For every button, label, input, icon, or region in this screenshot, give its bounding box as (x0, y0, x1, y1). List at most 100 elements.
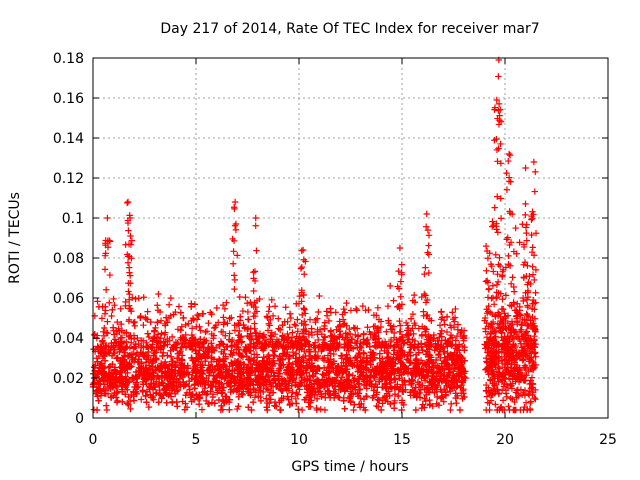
data-point (157, 317, 165, 324)
data-point (271, 375, 278, 382)
data-point (146, 391, 154, 398)
data-point (271, 303, 279, 310)
data-point (231, 276, 239, 284)
data-point (213, 377, 221, 384)
data-point (229, 235, 236, 243)
data-point (425, 388, 432, 396)
data-point (286, 365, 293, 372)
data-point (243, 347, 250, 354)
data-point (205, 348, 213, 355)
data-point (324, 388, 331, 395)
data-point (425, 232, 433, 239)
data-point (508, 370, 515, 377)
data-point (167, 378, 174, 386)
data-point (176, 375, 184, 383)
data-point (250, 287, 257, 295)
data-point (286, 359, 293, 367)
data-point (456, 352, 464, 359)
data-point (483, 359, 491, 366)
data-point (114, 388, 122, 396)
data-point (516, 303, 523, 311)
data-point (135, 355, 143, 363)
data-point (265, 308, 272, 315)
data-point (286, 310, 294, 318)
data-point (100, 371, 107, 379)
data-point (323, 312, 331, 319)
data-point (234, 252, 241, 259)
data-point (144, 330, 152, 337)
data-point (532, 168, 539, 176)
data-point (253, 354, 261, 361)
data-point (130, 319, 137, 327)
data-point (195, 400, 203, 408)
data-point (493, 359, 500, 367)
data-point (102, 250, 109, 257)
data-point (175, 354, 183, 362)
data-point (363, 381, 370, 389)
data-point (335, 364, 342, 371)
data-point (387, 371, 394, 379)
data-point (239, 383, 246, 390)
data-point (225, 370, 233, 377)
data-point (180, 364, 188, 371)
data-point (531, 276, 538, 284)
data-point (398, 397, 406, 404)
data-point (495, 73, 502, 80)
data-point (288, 400, 296, 407)
data-point (93, 406, 101, 414)
data-point (528, 231, 535, 239)
data-point (492, 251, 499, 258)
data-point (210, 372, 217, 379)
data-point (275, 365, 283, 373)
data-point (431, 381, 439, 388)
data-point (532, 353, 539, 360)
data-point (130, 397, 138, 404)
data-point (425, 269, 432, 277)
data-point (415, 349, 423, 356)
data-point (435, 351, 442, 359)
data-point (343, 299, 350, 307)
data-point (114, 354, 121, 361)
data-point (311, 380, 318, 387)
data-point (231, 222, 239, 229)
data-point (522, 364, 530, 371)
data-point (338, 363, 345, 370)
data-point (290, 376, 297, 383)
data-point (373, 369, 380, 376)
data-point (125, 279, 132, 287)
data-point (501, 310, 508, 317)
data-point (252, 214, 259, 222)
data-point (411, 291, 418, 299)
data-point (127, 232, 134, 240)
data-point (422, 374, 429, 382)
data-point (436, 334, 443, 341)
data-point (261, 376, 269, 383)
data-point (416, 389, 423, 397)
data-points (89, 56, 540, 414)
data-point (262, 395, 270, 402)
data-point (182, 321, 189, 329)
data-point (208, 330, 215, 338)
data-point (127, 405, 134, 413)
data-point (231, 198, 239, 206)
data-point (254, 361, 261, 369)
data-point (252, 303, 259, 311)
data-point (188, 391, 195, 399)
data-point (447, 406, 454, 414)
data-point (107, 374, 114, 382)
data-point (268, 368, 275, 376)
data-point (422, 397, 429, 405)
data-point (255, 387, 263, 394)
data-point (288, 371, 296, 379)
data-point (298, 406, 306, 414)
data-point (426, 400, 434, 408)
data-point (511, 398, 518, 406)
data-point (453, 399, 460, 407)
data-point (452, 357, 460, 364)
data-point (521, 376, 528, 384)
data-point (503, 169, 510, 177)
data-point (312, 348, 319, 356)
data-point (100, 332, 108, 340)
data-point (195, 312, 202, 320)
data-point (133, 390, 140, 398)
